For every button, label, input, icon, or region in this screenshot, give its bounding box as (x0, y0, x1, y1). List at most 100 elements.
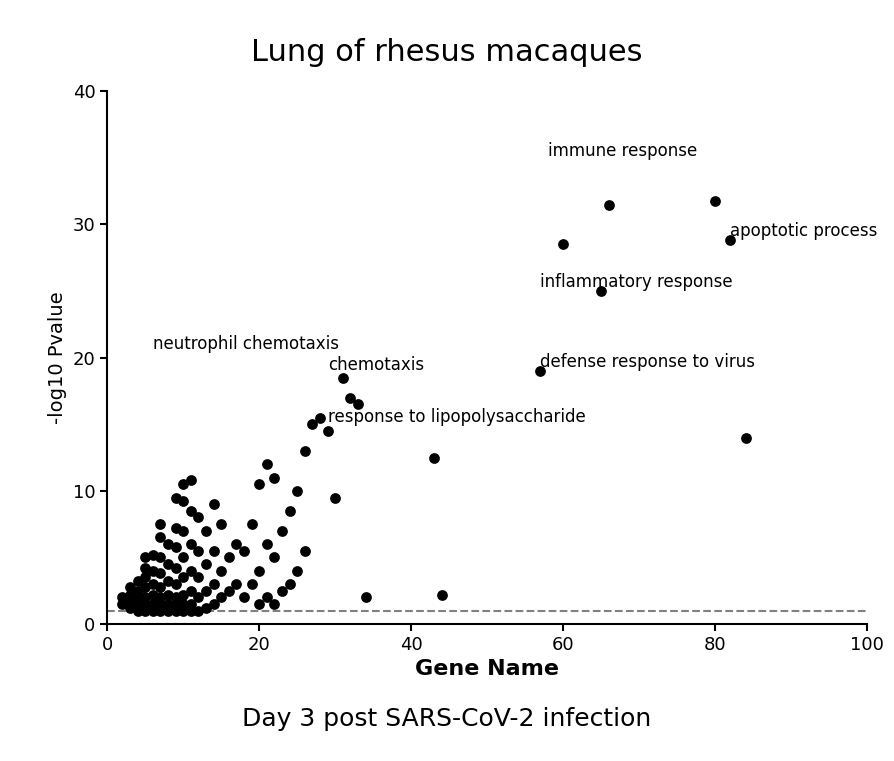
Point (350, 398, 366, 410)
Point (131, 598, 145, 610)
Point (283, 505, 297, 517)
Point (154, 604, 168, 616)
Point (154, 591, 168, 603)
Point (260, 538, 274, 550)
Point (222, 584, 236, 597)
Point (154, 581, 168, 593)
Y-axis label: -log10 Pvalue: -log10 Pvalue (48, 291, 67, 424)
Point (290, 485, 304, 497)
Point (176, 572, 190, 584)
Point (138, 604, 152, 616)
Point (207, 578, 221, 590)
Point (161, 558, 175, 570)
Point (184, 584, 198, 597)
Point (184, 474, 198, 486)
Point (358, 591, 373, 603)
Point (313, 412, 327, 424)
Point (176, 598, 190, 610)
Text: Day 3 post SARS-CoV-2 infection: Day 3 post SARS-CoV-2 infection (242, 706, 652, 731)
Point (138, 572, 152, 584)
Point (154, 518, 168, 530)
Text: neutrophil chemotaxis: neutrophil chemotaxis (153, 336, 339, 353)
Point (154, 551, 168, 563)
Point (191, 545, 206, 557)
Point (214, 565, 228, 577)
Point (343, 391, 358, 403)
Text: defense response to virus: defense response to virus (540, 353, 755, 371)
Point (146, 565, 160, 577)
Point (594, 285, 608, 297)
Point (222, 551, 236, 563)
Point (122, 581, 138, 593)
Point (191, 604, 206, 616)
Point (290, 565, 304, 577)
Point (533, 365, 547, 377)
Point (161, 538, 175, 550)
Point (723, 234, 738, 247)
Point (122, 594, 138, 606)
Point (336, 371, 350, 384)
Point (161, 598, 175, 610)
Point (176, 604, 190, 616)
Point (184, 538, 198, 550)
Point (207, 598, 221, 610)
Point (176, 525, 190, 537)
Point (184, 505, 198, 517)
Point (138, 562, 152, 574)
Point (267, 471, 282, 484)
Point (298, 545, 312, 557)
Point (198, 602, 214, 614)
Point (184, 598, 198, 610)
Point (168, 562, 182, 574)
Point (161, 575, 175, 587)
Point (168, 598, 182, 610)
Point (252, 478, 266, 490)
Point (168, 492, 182, 504)
Point (115, 598, 130, 610)
Point (267, 598, 282, 610)
Point (131, 604, 145, 616)
Point (191, 511, 206, 524)
Point (138, 598, 152, 610)
Point (229, 578, 243, 590)
Text: response to lipopolysaccharide: response to lipopolysaccharide (327, 408, 586, 426)
Point (146, 604, 160, 616)
Point (176, 495, 190, 508)
Text: Lung of rhesus macaques: Lung of rhesus macaques (251, 38, 643, 67)
Point (168, 578, 182, 590)
Point (138, 551, 152, 563)
Point (122, 589, 138, 601)
Text: inflammatory response: inflammatory response (540, 273, 733, 291)
Point (146, 589, 160, 601)
Point (708, 194, 722, 206)
Point (198, 584, 214, 597)
Point (168, 604, 182, 616)
Point (146, 578, 160, 590)
Point (191, 572, 206, 584)
Point (168, 540, 182, 552)
Point (154, 598, 168, 610)
Point (275, 584, 290, 597)
Point (131, 584, 145, 597)
Point (267, 551, 282, 563)
Text: apoptotic process: apoptotic process (730, 222, 878, 240)
Point (161, 604, 175, 616)
Point (168, 522, 182, 534)
Point (138, 591, 152, 603)
Point (434, 589, 449, 601)
Point (115, 591, 130, 603)
Point (176, 551, 190, 563)
Point (320, 425, 334, 437)
Point (237, 545, 251, 557)
Point (138, 581, 152, 593)
Point (191, 591, 206, 603)
Point (184, 565, 198, 577)
Point (602, 199, 616, 211)
Point (328, 492, 342, 504)
Point (184, 604, 198, 616)
X-axis label: Gene Name: Gene Name (415, 659, 560, 680)
Point (154, 531, 168, 543)
Point (198, 525, 214, 537)
Point (298, 444, 312, 457)
Point (131, 575, 145, 587)
